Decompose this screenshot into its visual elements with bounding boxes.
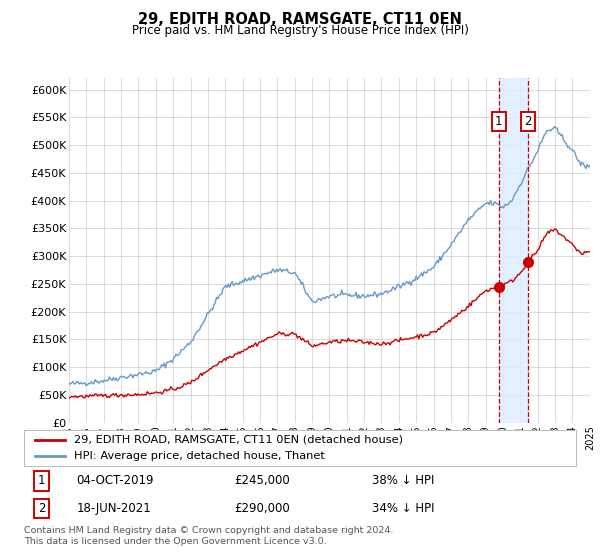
Text: Contains HM Land Registry data © Crown copyright and database right 2024.
This d: Contains HM Land Registry data © Crown c… [24,526,394,546]
Text: 18-JUN-2021: 18-JUN-2021 [76,502,151,515]
Text: HPI: Average price, detached house, Thanet: HPI: Average price, detached house, Than… [74,451,325,461]
Text: 29, EDITH ROAD, RAMSGATE, CT11 0EN: 29, EDITH ROAD, RAMSGATE, CT11 0EN [138,12,462,27]
Text: 29, EDITH ROAD, RAMSGATE, CT11 0EN (detached house): 29, EDITH ROAD, RAMSGATE, CT11 0EN (deta… [74,435,403,445]
Text: 04-OCT-2019: 04-OCT-2019 [76,474,154,487]
Text: £290,000: £290,000 [234,502,290,515]
Text: Price paid vs. HM Land Registry's House Price Index (HPI): Price paid vs. HM Land Registry's House … [131,24,469,36]
Text: 2: 2 [38,502,46,515]
Text: 38% ↓ HPI: 38% ↓ HPI [372,474,434,487]
Text: 2: 2 [524,115,532,128]
Text: £245,000: £245,000 [234,474,290,487]
Text: 1: 1 [495,115,502,128]
Text: 34% ↓ HPI: 34% ↓ HPI [372,502,434,515]
Text: 1: 1 [38,474,46,487]
Bar [499,78,529,423]
